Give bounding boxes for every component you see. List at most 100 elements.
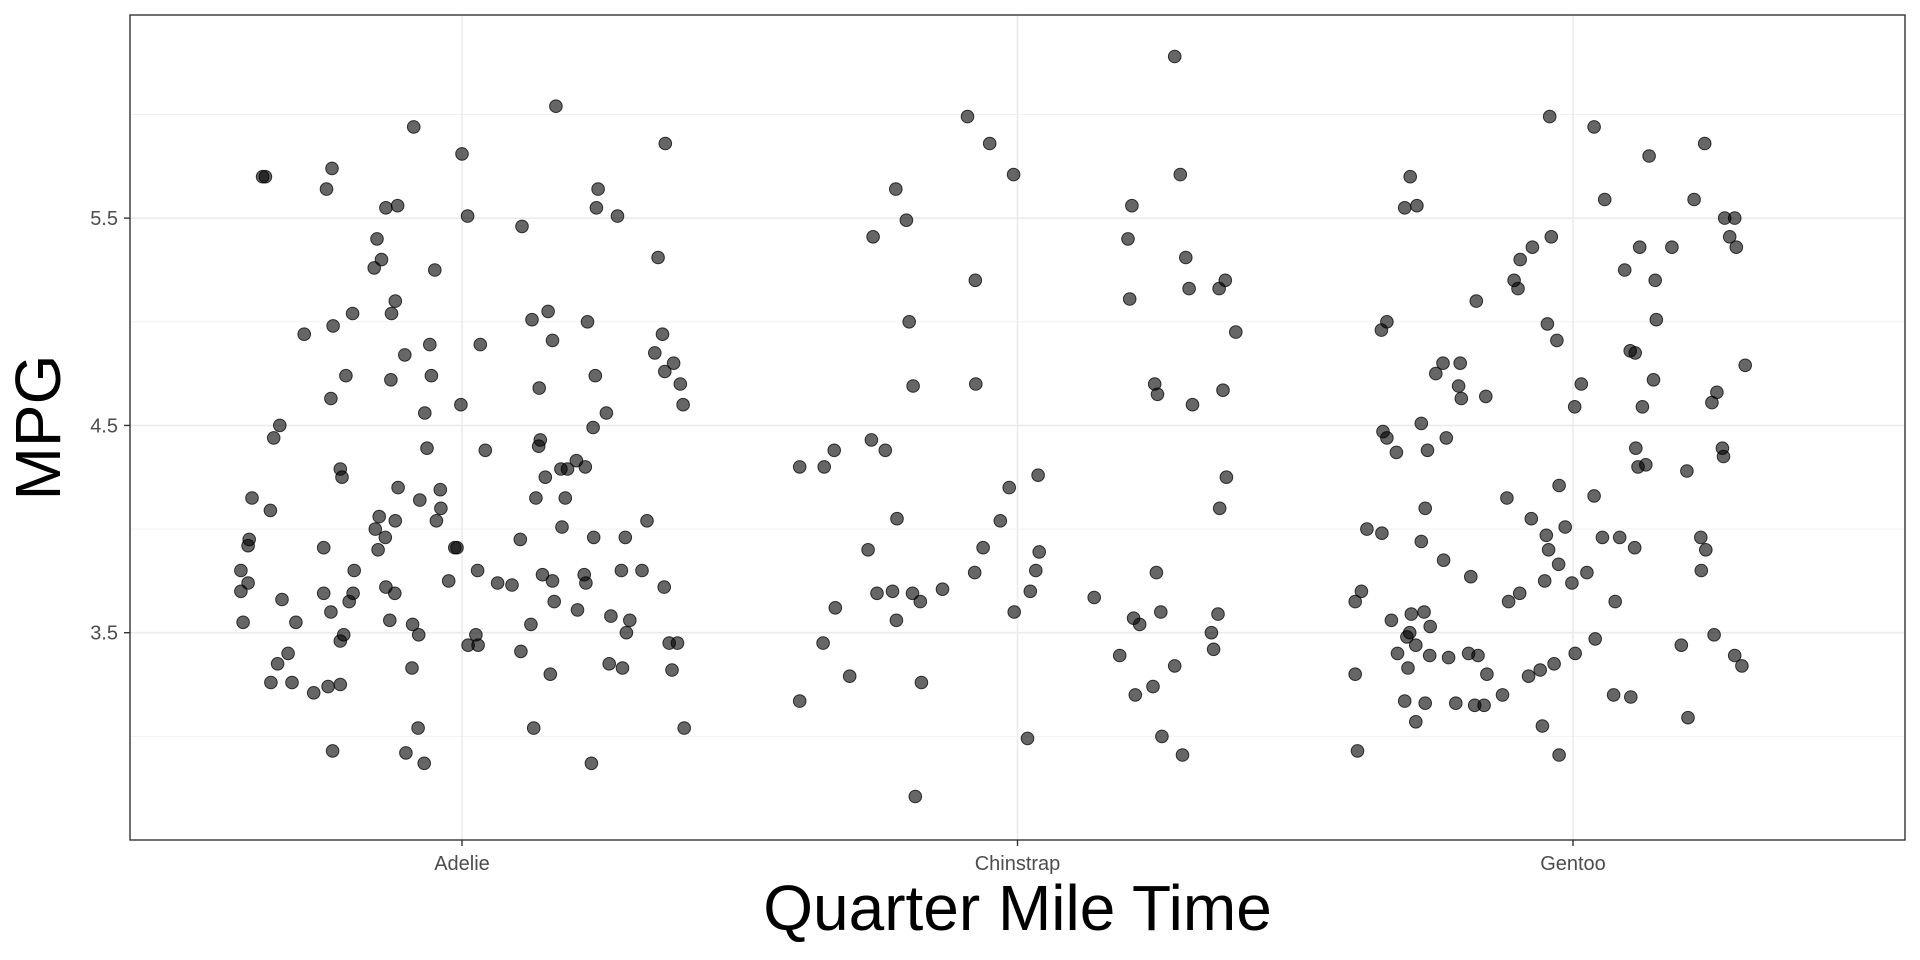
data-point xyxy=(602,657,617,671)
data-point xyxy=(1150,387,1165,402)
data-point xyxy=(1418,696,1432,711)
data-point xyxy=(1380,315,1394,329)
data-point xyxy=(1211,607,1225,621)
data-point xyxy=(1125,198,1139,213)
data-point xyxy=(1627,540,1642,555)
data-point xyxy=(1612,530,1627,545)
data-point xyxy=(1588,632,1602,646)
data-point xyxy=(1007,605,1022,619)
data-point xyxy=(827,443,842,458)
data-point xyxy=(1694,563,1709,578)
data-point xyxy=(1513,252,1527,267)
data-point xyxy=(316,540,331,555)
data-point xyxy=(658,364,672,379)
data-point xyxy=(372,509,387,524)
data-point xyxy=(878,443,893,458)
data-point xyxy=(864,433,879,447)
data-point xyxy=(1568,646,1582,661)
data-point xyxy=(275,592,289,607)
data-point xyxy=(1574,377,1589,391)
data-point xyxy=(532,381,547,395)
data-point xyxy=(1453,356,1467,371)
data-point xyxy=(1727,648,1742,663)
data-point xyxy=(374,252,389,267)
data-point xyxy=(1409,638,1423,653)
data-point xyxy=(1002,480,1017,495)
data-point xyxy=(1167,659,1182,673)
data-point xyxy=(1479,389,1493,404)
data-point xyxy=(384,306,399,321)
data-point xyxy=(1175,748,1190,762)
data-point xyxy=(558,491,573,505)
data-point xyxy=(1632,240,1647,254)
data-point xyxy=(1629,441,1643,456)
data-point xyxy=(615,661,630,675)
data-point xyxy=(1087,590,1101,605)
data-point xyxy=(434,501,448,516)
data-point xyxy=(666,356,681,371)
data-point xyxy=(960,109,975,124)
data-point xyxy=(406,120,421,134)
data-point xyxy=(399,746,413,760)
data-point xyxy=(1533,663,1547,677)
data-point xyxy=(599,406,614,420)
data-point xyxy=(1167,49,1182,64)
data-point xyxy=(378,530,393,545)
data-point xyxy=(914,675,929,690)
data-point xyxy=(345,306,360,321)
data-point xyxy=(1680,464,1694,478)
data-point xyxy=(538,470,553,485)
data-point xyxy=(1738,358,1752,373)
data-point xyxy=(1397,201,1412,215)
data-point xyxy=(816,636,830,650)
data-point xyxy=(635,563,649,578)
data-point xyxy=(346,586,360,601)
data-point xyxy=(236,615,250,630)
data-point xyxy=(899,213,914,227)
data-point xyxy=(1354,584,1369,599)
data-point xyxy=(245,491,259,505)
data-point xyxy=(285,675,299,690)
data-point xyxy=(297,327,312,342)
data-point xyxy=(1185,397,1200,412)
data-point xyxy=(976,540,990,555)
data-point xyxy=(1403,169,1417,184)
data-point xyxy=(1384,613,1399,628)
data-point xyxy=(1617,263,1632,277)
data-point xyxy=(1606,688,1621,702)
data-point xyxy=(1587,489,1601,503)
data-point xyxy=(889,613,904,628)
data-point xyxy=(1032,545,1046,559)
data-point xyxy=(514,644,528,659)
data-point xyxy=(379,201,393,215)
data-point xyxy=(842,669,857,684)
y-tick-label: 4.5 xyxy=(90,415,118,437)
data-point xyxy=(405,661,419,675)
data-point xyxy=(673,377,688,391)
data-point xyxy=(1206,642,1221,657)
data-point xyxy=(1727,211,1742,225)
data-point xyxy=(460,209,475,223)
data-point xyxy=(1687,192,1701,207)
data-point xyxy=(1635,400,1650,414)
data-point xyxy=(266,431,281,445)
data-point xyxy=(792,460,807,474)
data-point xyxy=(490,576,505,590)
data-point xyxy=(525,312,539,327)
data-point xyxy=(545,333,560,348)
data-point xyxy=(411,721,425,735)
data-point xyxy=(655,327,670,342)
data-point xyxy=(1699,543,1713,557)
data-point xyxy=(326,319,340,333)
x-tick-label: Gentoo xyxy=(1540,853,1606,875)
data-point xyxy=(1229,325,1243,339)
data-point xyxy=(471,638,485,653)
data-point xyxy=(306,686,321,700)
data-point xyxy=(935,582,950,597)
y-tick-label: 5.5 xyxy=(90,208,118,230)
data-point xyxy=(1121,232,1135,246)
data-point xyxy=(1422,648,1437,663)
data-point xyxy=(478,443,493,458)
data-point xyxy=(1449,696,1463,711)
data-point xyxy=(1710,385,1724,400)
